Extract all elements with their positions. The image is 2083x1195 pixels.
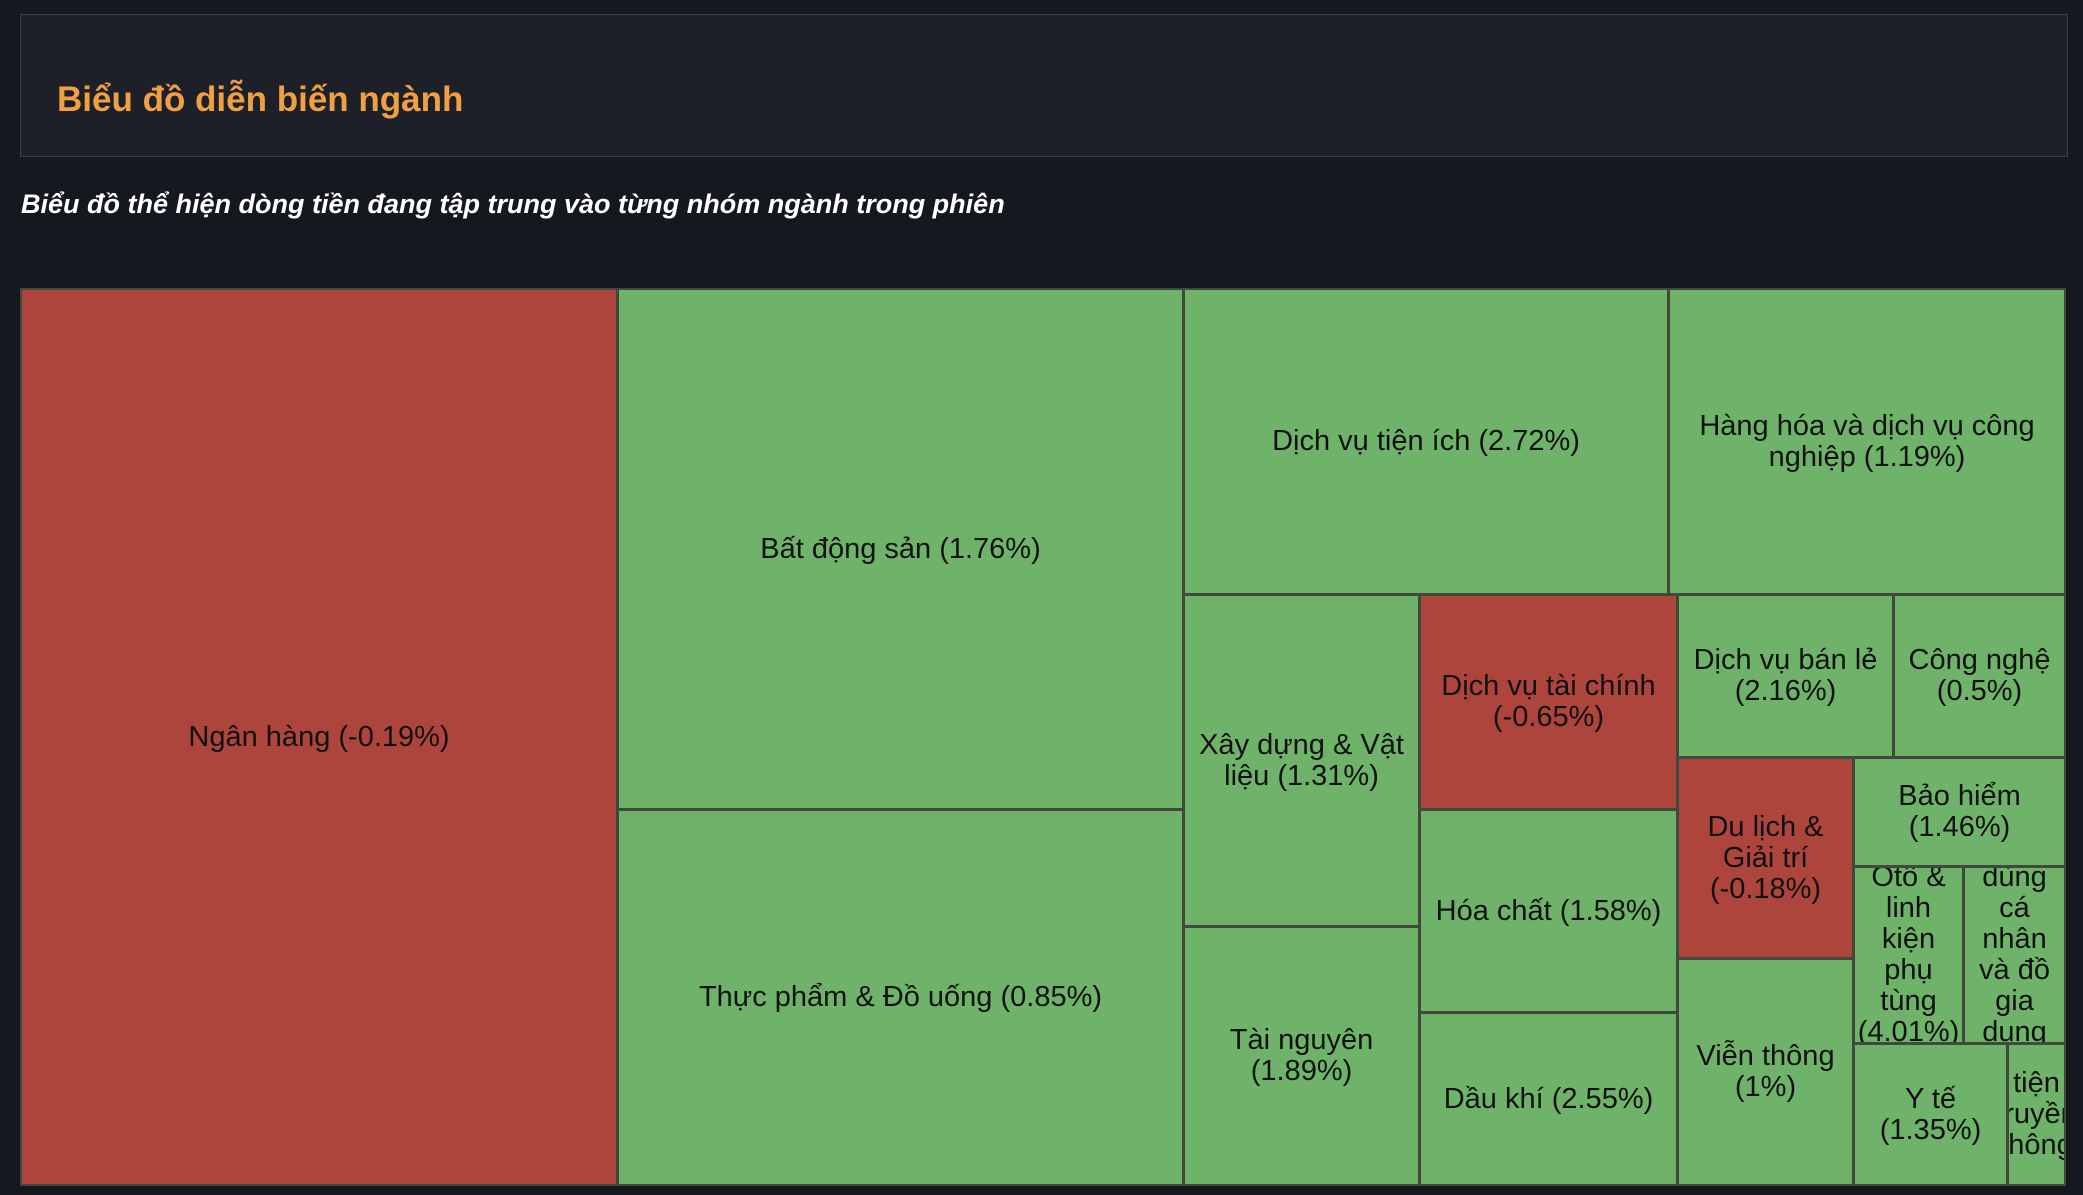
treemap-cell-label: Xây dựng & Vật liệu (1.31%) (1199, 728, 1404, 792)
treemap-cell-label: Dịch vụ bán lẻ (2.16%) (1693, 644, 1878, 707)
treemap-cell[interactable]: Bất động sản (1.76%) (617, 288, 1184, 810)
treemap-cell-label: Bất động sản (1.76%) (760, 532, 1041, 565)
treemap-cell-label: Thực phẩm & Đồ uống (0.85%) (698, 981, 1103, 1013)
treemap-cell[interactable]: Dịch vụ tiện ích (2.72%) (1183, 288, 1669, 595)
treemap-cell[interactable]: Hóa chất (1.58%) (1419, 809, 1678, 1013)
treemap-cell-label: tiện truyền thông (2008, 1067, 2064, 1161)
treemap-cell-label: Ôtô & linh kiện phụ tùng (4.01%) (1857, 866, 1960, 1044)
treemap-cell[interactable]: Xây dựng & Vật liệu (1.31%) (1183, 594, 1420, 927)
treemap-cell-label: Bảo hiểm (1.46%) (1898, 780, 2021, 843)
treemap-cell[interactable]: Dịch vụ bán lẻ (2.16%) (1677, 594, 1894, 758)
treemap-cell-label: Y tế (1.35%) (1879, 1082, 1982, 1146)
treemap-cell[interactable]: Đồ dùng cá nhân và đồ gia dụng (0.45%) (1963, 866, 2066, 1044)
treemap-cell[interactable]: Hàng hóa và dịch vụ công nghiệp (1.19%) (1668, 288, 2066, 595)
treemap-cell[interactable]: Viễn thông (1%) (1677, 958, 1854, 1186)
treemap-cell[interactable]: Dầu khí (2.55%) (1419, 1012, 1678, 1186)
chart-header: Biểu đồ diễn biến ngành (20, 14, 2068, 157)
treemap-cell[interactable]: Tài nguyên (1.89%) (1183, 926, 1420, 1186)
treemap-cell[interactable]: Công nghệ (0.5%) (1893, 594, 2066, 758)
treemap-cell-label: Hàng hóa và dịch vụ công nghiệp (1.19%) (1699, 409, 2035, 473)
sector-treemap: Ngân hàng (-0.19%) Bất động sản (1.76%) Th… (20, 288, 2066, 1186)
treemap-cell-label: Dịch vụ tiện ích (2.72%) (1272, 425, 1580, 457)
treemap-cell-label: Viễn thông (1%) (1696, 1040, 1835, 1103)
chart-subtitle: Biểu đồ thể hiện dòng tiền đang tập trun… (21, 189, 1005, 219)
treemap-cell[interactable]: Thực phẩm & Đồ uống (0.85%) (617, 809, 1184, 1186)
treemap-cell-label: Dịch vụ tài chính (-0.65%) (1441, 670, 1656, 733)
treemap-cell-label: Tài nguyên (1.89%) (1229, 1024, 1374, 1087)
chart-title: Biểu đồ diễn biến ngành (57, 80, 464, 119)
treemap-cell[interactable]: Dịch vụ tài chính (-0.65%) (1419, 594, 1678, 810)
treemap-cell[interactable]: Du lịch & Giải trí (-0.18%) (1677, 757, 1854, 959)
treemap-cell[interactable]: Ôtô & linh kiện phụ tùng (4.01%) (1853, 866, 1964, 1044)
treemap-cell-label: Hóa chất (1.58%) (1435, 894, 1662, 927)
treemap-cell-label: Du lịch & Giải trí (-0.18%) (1707, 810, 1824, 905)
treemap-cell[interactable]: Y tế (1.35%) (1853, 1043, 2008, 1186)
treemap-cell[interactable]: Ngân hàng (-0.19%) (20, 288, 618, 1186)
treemap-cell-label: Đồ dùng cá nhân và đồ gia dụng (0.45%) (1979, 866, 2050, 1044)
treemap-cell-label: Ngân hàng (-0.19%) (188, 720, 450, 753)
treemap-cell[interactable]: tiện truyền thông (2007, 1043, 2066, 1186)
treemap-cell-label: Công nghệ (0.5%) (1908, 644, 2051, 707)
treemap-cell[interactable]: Bảo hiểm (1.46%) (1853, 757, 2066, 867)
treemap-cell-label: Dầu khí (2.55%) (1443, 1082, 1654, 1115)
